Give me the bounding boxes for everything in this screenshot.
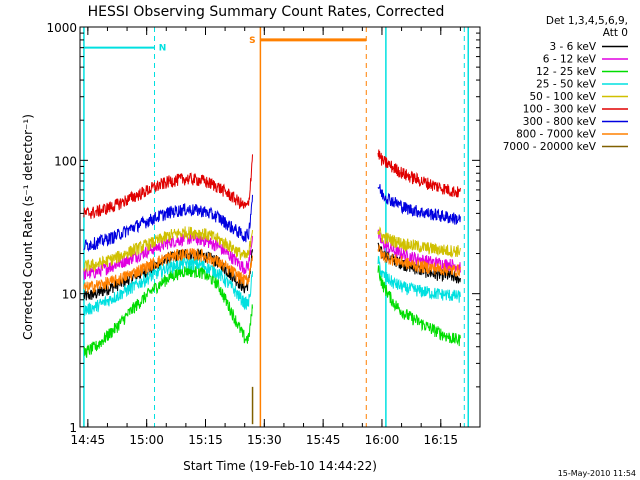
x-tick-label: 14:45 [71,433,106,447]
annotation-label-n: N [159,44,167,54]
series-50-100-kev-before-gap [83,226,253,273]
legend-entry-label: 300 - 800 keV [523,116,597,128]
chart-title: HESSI Observing Summary Count Rates, Cor… [88,4,445,20]
series-12-25-kev-after-gap [377,264,461,347]
series-6-12-kev-before-gap [83,232,253,281]
x-tick-label: 16:00 [365,433,400,447]
plot-frame [79,26,481,428]
series-50-100-kev-after-gap [377,226,461,258]
series-100-300-kev-after-gap [377,149,461,198]
legend-entry-label: 12 - 25 keV [536,66,597,78]
legend-header-line-1: Det 1,3,4,5,6,9, [546,15,628,27]
y-tick-label: 1 [69,421,77,435]
legend-header-line-2: Att 0 [603,27,628,39]
series-25-50-kev-before-gap [83,256,253,317]
x-tick-label: 15:00 [129,433,164,447]
series-800-7000-kev-before-gap [83,248,253,295]
x-axis-label: Start Time (19-Feb-10 14:44:22) [183,459,377,473]
x-tick-label: 15:30 [247,433,282,447]
legend-entry-label: 800 - 7000 keV [516,129,597,141]
series-100-300-kev-before-gap [83,154,253,219]
y-tick-label: 1000 [46,21,77,35]
x-tick-label: 15:45 [306,433,341,447]
y-tick-label: 10 [62,288,77,302]
series-25-50-kev-after-gap [377,255,461,303]
timestamp-footer: 15-May-2010 11:54 [558,469,636,478]
x-tick-label: 15:15 [188,433,223,447]
legend-entry-label: 25 - 50 keV [536,79,597,91]
y-tick-label: 100 [54,154,77,168]
legend-entry-label: 100 - 300 keV [523,104,597,116]
legend-entry-label: 3 - 6 keV [549,41,596,53]
legend-entry-label: 6 - 12 keV [543,54,597,66]
legend-entry-label: 50 - 100 keV [529,91,596,103]
annotation-label-s: S [249,36,255,46]
legend-entry-label: 7000 - 20000 keV [503,141,597,153]
series-300-800-kev-before-gap [83,194,253,253]
x-tick-label: 16:15 [423,433,458,447]
y-axis-label: Corrected Count Rate (s⁻¹ detector⁻¹) [21,114,35,340]
series-800-7000-kev-after-gap [377,244,461,277]
series-12-25-kev-before-gap [83,265,253,358]
series-300-800-kev-after-gap [377,184,461,225]
